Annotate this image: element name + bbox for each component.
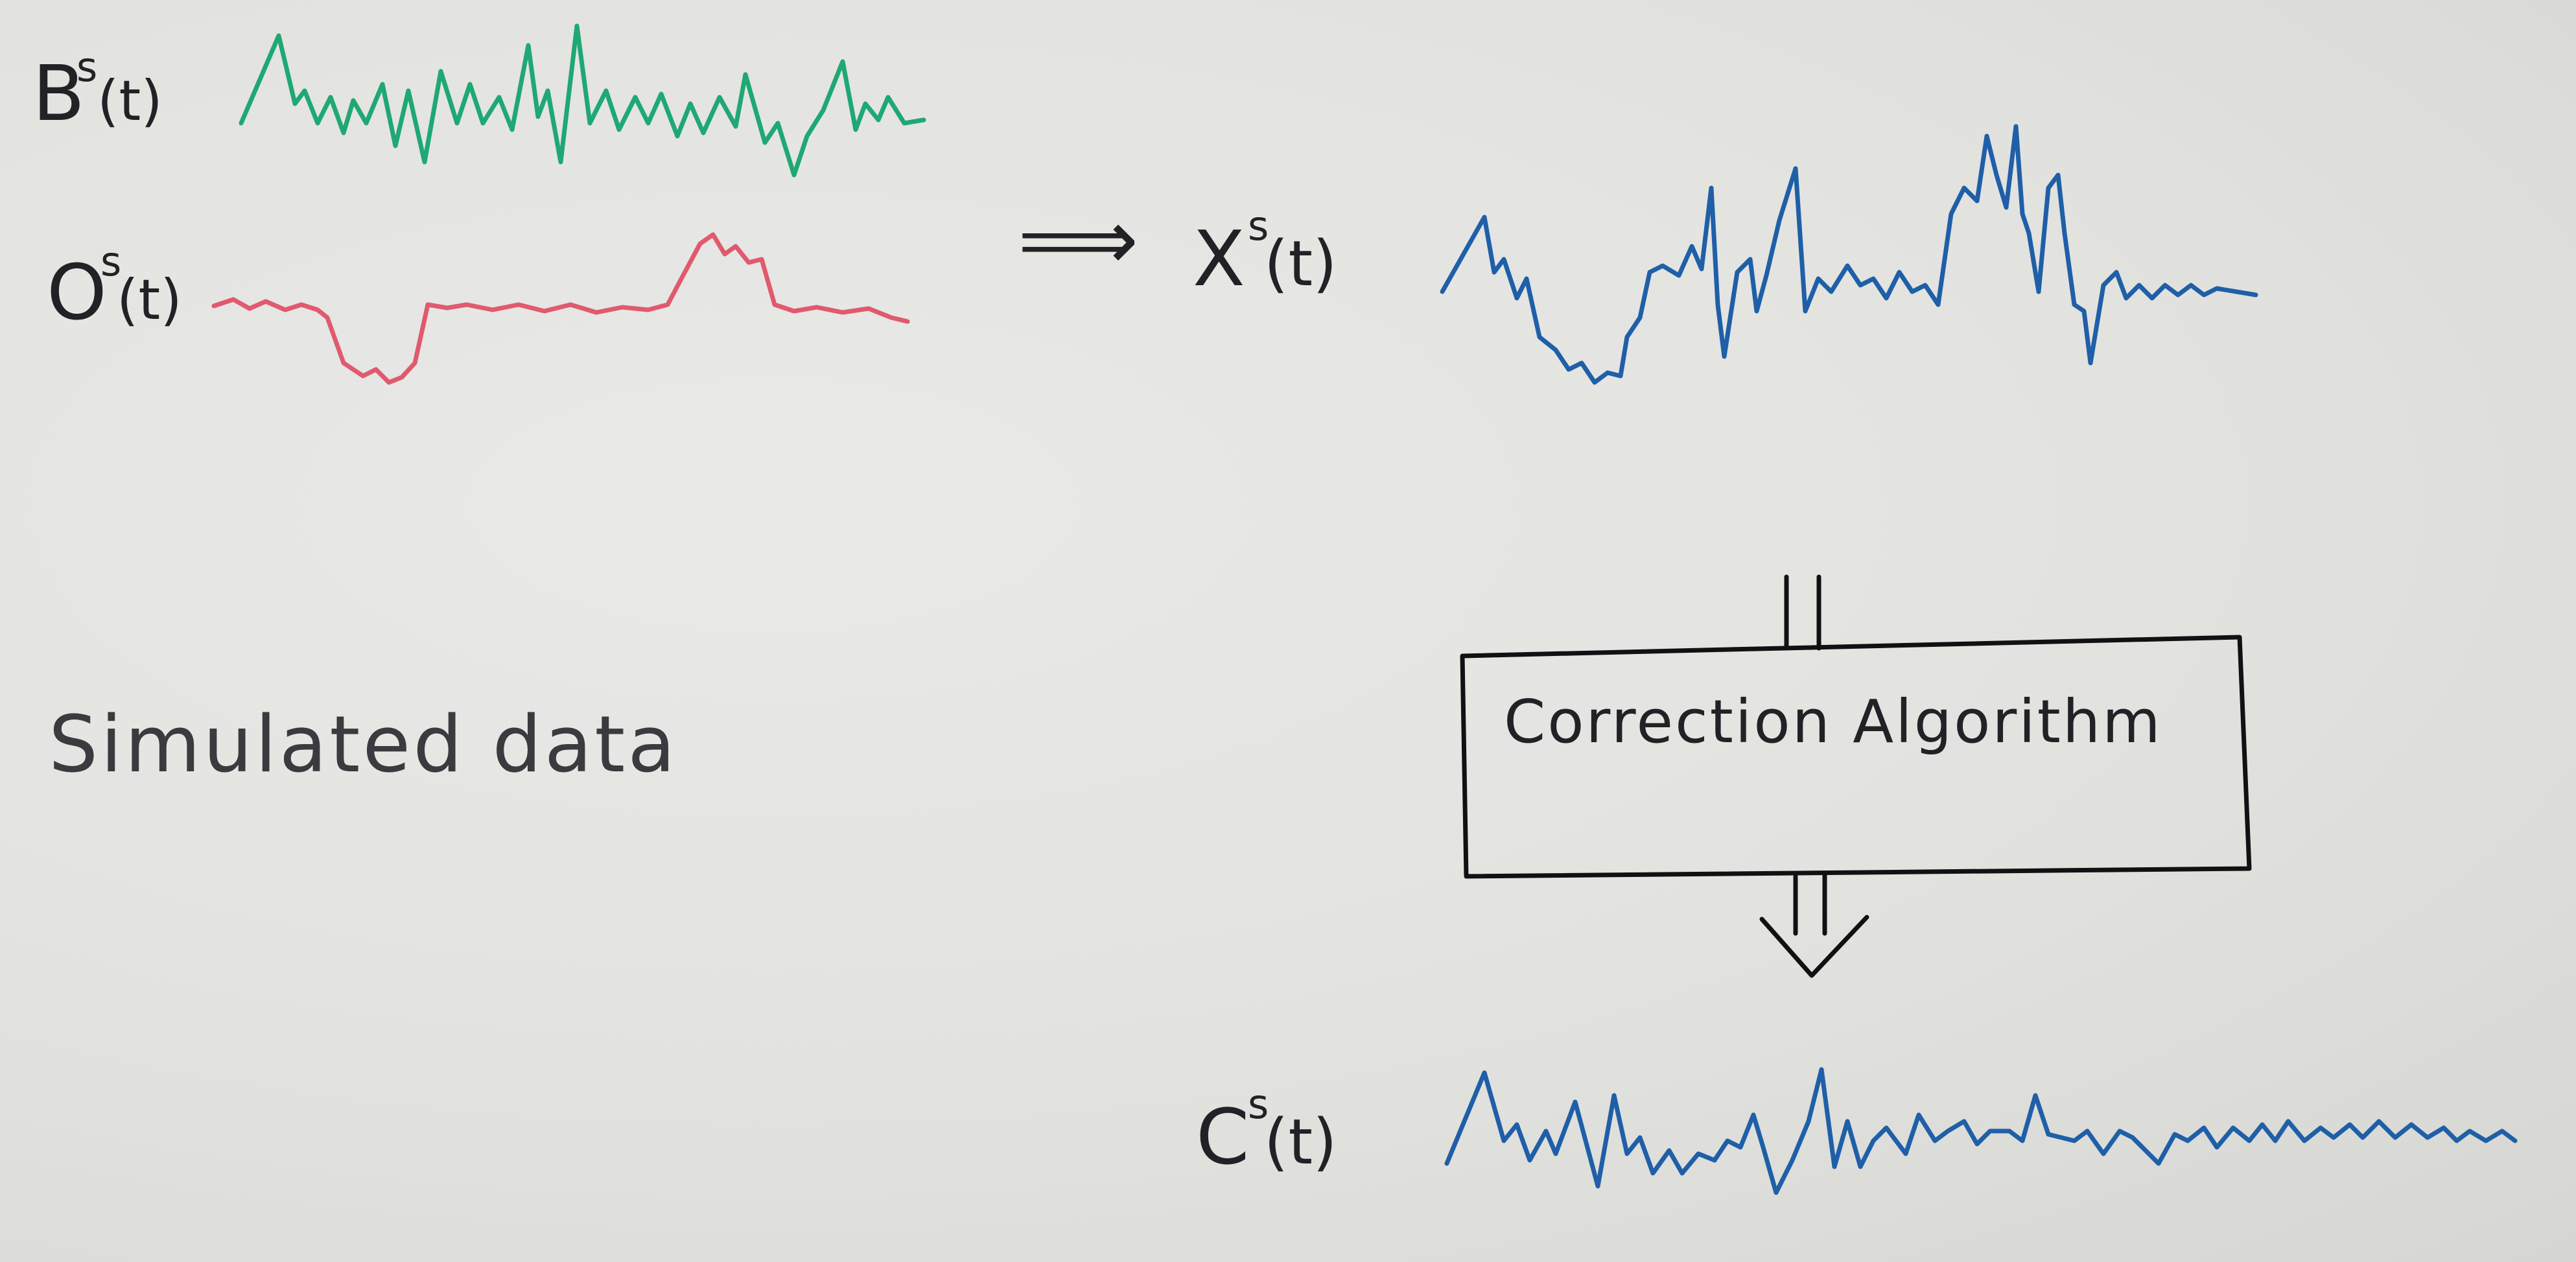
label-c-sup: s (1248, 1081, 1269, 1128)
label-o-sup: s (100, 238, 121, 285)
label-c-main: C (1196, 1092, 1249, 1182)
signal-b-trace (239, 23, 926, 178)
label-x: X s (t) (1193, 202, 1337, 303)
label-o-main: O (47, 248, 107, 337)
label-x-sup: s (1248, 202, 1269, 250)
signal-o-trace (211, 232, 910, 385)
label-c-arg: (t) (1264, 1106, 1337, 1178)
label-b-arg: (t) (97, 69, 163, 134)
label-o-arg: (t) (117, 268, 182, 333)
label-x-arg: (t) (1264, 228, 1337, 300)
label-c: C s (t) (1196, 1081, 1337, 1182)
box-outline (1460, 635, 2252, 879)
implies-arrow: ⟹ (1018, 191, 1138, 289)
arrow-head-down (1759, 915, 1869, 978)
signal-x-trace (1440, 124, 2258, 385)
caption-simulated-data: Simulated data (49, 700, 678, 790)
label-b: B s (t) (32, 43, 163, 138)
correction-algorithm-box: Correction Algorithm (1460, 635, 2252, 879)
label-o: O s (t) (47, 238, 182, 337)
label-b-main: B (32, 49, 85, 138)
signal-c-trace (1444, 1067, 2518, 1195)
label-b-sup: s (76, 43, 97, 91)
label-x-main: X (1193, 214, 1245, 303)
box-label: Correction Algorithm (1504, 687, 2162, 756)
